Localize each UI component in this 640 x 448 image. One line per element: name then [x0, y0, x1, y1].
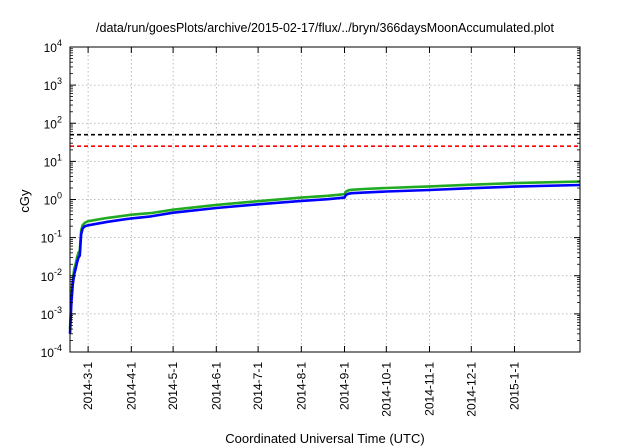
y-tick-labels: 10-4 10-3 10-2 10-1 100 101 102 103 104 [41, 38, 62, 360]
series-line [68, 180, 581, 330]
series-lines [68, 180, 581, 334]
series-line [68, 183, 581, 334]
y-tick-label: 103 [44, 76, 62, 93]
x-tick-label: 2014-11-1 [423, 362, 437, 416]
y-tick-label: 10-4 [41, 343, 62, 360]
x-tick-label: 2014-9-1 [338, 362, 352, 410]
y-tick-label: 104 [44, 38, 62, 55]
x-tick-label: 2014-5-1 [166, 362, 180, 410]
chart-title: /data/run/goesPlots/archive/2015-02-17/f… [96, 21, 554, 35]
y-tick-label: 10-1 [41, 229, 62, 246]
y-tick-label: 10-3 [41, 305, 62, 322]
reference-lines [70, 133, 580, 148]
y-tick-label: 100 [44, 191, 62, 208]
y-tick-label: 101 [44, 152, 62, 169]
x-tick-label: 2014-3-1 [81, 362, 95, 410]
x-tick-label: 2015-1-1 [508, 362, 522, 410]
grid [70, 47, 580, 352]
x-tick-label: 2014-10-1 [379, 362, 393, 417]
y-tick-label: 102 [44, 114, 62, 131]
y-axis-label: cGy [17, 189, 32, 213]
x-tick-label: 2014-8-1 [294, 362, 308, 410]
x-tick-label: 2014-4-1 [124, 362, 138, 410]
x-tick-labels: 2014-3-1 2014-4-1 2014-5-1 2014-6-1 2014-7-1… [81, 362, 521, 417]
x-tick-label: 2014-6-1 [209, 362, 223, 410]
x-axis-label: Coordinated Universal Time (UTC) [225, 431, 424, 446]
x-tick-label: 2014-12-1 [464, 362, 478, 417]
x-tick-label: 2014-7-1 [251, 362, 265, 410]
ticks [70, 46, 580, 353]
y-tick-label: 10-2 [41, 267, 62, 284]
